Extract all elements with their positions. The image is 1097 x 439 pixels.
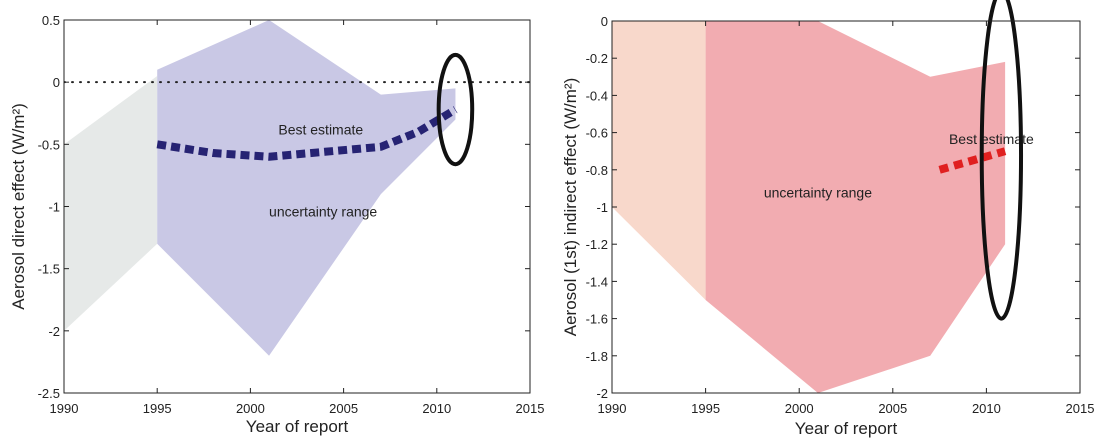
y-tick-label: 0.5: [42, 13, 60, 28]
early-estimate-band: [612, 21, 706, 300]
x-tick-label: 2005: [329, 401, 358, 416]
x-tick-label: 1995: [143, 401, 172, 416]
y-tick-label: -2: [596, 386, 608, 401]
y-tick-label: -1: [48, 200, 60, 215]
uncertainty-range-band: [157, 20, 456, 356]
y-tick-label: -0.4: [586, 88, 608, 103]
x-tick-label: 2010: [972, 401, 1001, 416]
y-axis-label: Aerosol direct effect (W/m²): [9, 103, 28, 310]
x-tick-label: 1990: [50, 401, 79, 416]
y-tick-label: -1.2: [586, 237, 608, 252]
x-tick-label: 2015: [516, 401, 545, 416]
best-estimate-label: Best estimate: [278, 121, 363, 137]
uncertainty-range-label: uncertainty range: [764, 185, 872, 201]
x-axis-label: Year of report: [246, 417, 349, 436]
y-tick-label: 0: [53, 75, 60, 90]
best-estimate-line: [156, 106, 458, 161]
plot-area: [64, 20, 530, 356]
chart-panel-2: Best estimate uncertainty range 1990 1995 20…: [561, 0, 1094, 438]
y-tick-label: 0: [601, 14, 608, 29]
uncertainty-range-label: uncertainty range: [269, 203, 377, 219]
early-estimate-band: [64, 75, 158, 331]
y-tick-label: -1.5: [38, 262, 60, 277]
y-tick-label: -1.6: [586, 312, 608, 327]
y-tick-label: -1: [596, 200, 608, 215]
x-tick-label: 2015: [1066, 401, 1095, 416]
y-tick-label: -1.8: [586, 349, 608, 364]
x-axis-label: Year of report: [795, 419, 898, 438]
y-tick-label: -2: [48, 324, 60, 339]
x-tick-label: 1995: [691, 401, 720, 416]
x-tick-label: 2000: [236, 401, 265, 416]
y-tick-label: -0.2: [586, 51, 608, 66]
uncertainty-range-band: [705, 21, 1006, 393]
x-tick-label: 2005: [878, 401, 907, 416]
y-axis-label: Aerosol (1st) indirect effect (W/m²): [561, 78, 580, 337]
plot-area: [612, 21, 1007, 393]
y-tick-label: -0.8: [586, 163, 608, 178]
highlight-ellipse: [979, 0, 1024, 321]
chart-panel-1: Best estimate uncertainty range 1990 1995 20…: [9, 13, 544, 436]
best-estimate-line: [938, 147, 1007, 174]
x-tick-label: 2010: [422, 401, 451, 416]
x-tick-label: 2000: [785, 401, 814, 416]
best-estimate-label: Best estimate: [949, 131, 1034, 147]
y-tick-label: -2.5: [38, 386, 60, 401]
y-tick-label: -0.6: [586, 126, 608, 141]
y-tick-label: -0.5: [38, 137, 60, 152]
y-tick-label: -1.4: [586, 274, 608, 289]
highlight-ellipse: [436, 52, 475, 167]
x-tick-label: 1990: [598, 401, 627, 416]
